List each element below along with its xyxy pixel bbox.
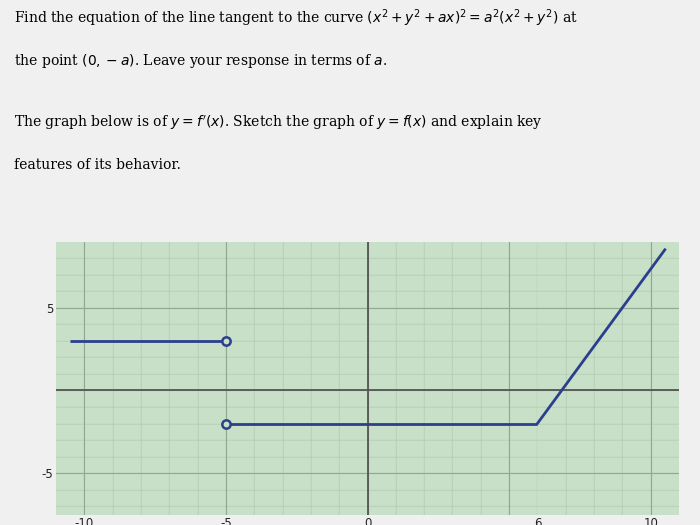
Text: The graph below is of $y = f'(x)$. Sketch the graph of $y = f(x)$ and explain ke: The graph below is of $y = f'(x)$. Sketc…: [14, 113, 542, 132]
Text: Find the equation of the line tangent to the curve $(x^2 + y^2 + ax)^2 = a^2(x^2: Find the equation of the line tangent to…: [14, 7, 578, 29]
Text: the point $(0, -a)$. Leave your response in terms of $a$.: the point $(0, -a)$. Leave your response…: [14, 52, 387, 70]
Text: features of its behavior.: features of its behavior.: [14, 159, 181, 172]
